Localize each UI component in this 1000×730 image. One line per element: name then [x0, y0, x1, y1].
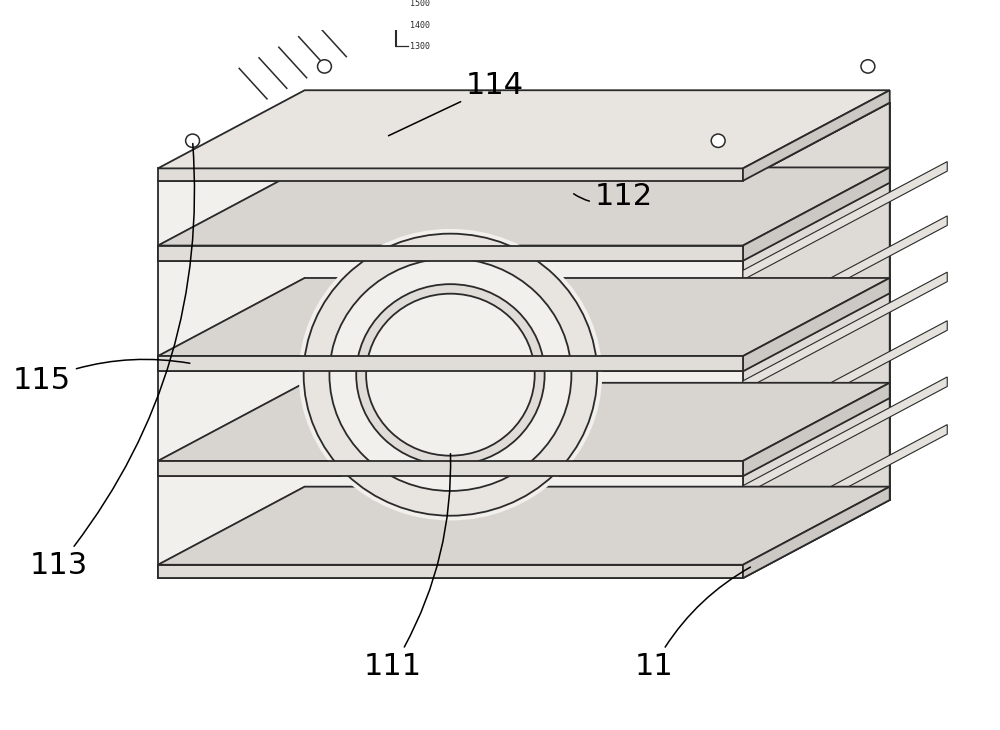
- Circle shape: [711, 134, 725, 147]
- Polygon shape: [743, 377, 947, 495]
- Polygon shape: [743, 161, 947, 280]
- Polygon shape: [158, 487, 890, 565]
- Polygon shape: [158, 565, 743, 578]
- Circle shape: [861, 60, 875, 73]
- Polygon shape: [158, 461, 743, 476]
- Text: 112: 112: [574, 182, 653, 212]
- Polygon shape: [158, 356, 743, 372]
- Polygon shape: [743, 91, 890, 181]
- Polygon shape: [158, 245, 743, 261]
- Text: 111: 111: [364, 454, 451, 681]
- Polygon shape: [743, 272, 947, 391]
- Text: 115: 115: [13, 359, 190, 396]
- Text: 1500: 1500: [410, 0, 430, 8]
- Text: 1400: 1400: [410, 21, 430, 30]
- Polygon shape: [743, 278, 890, 372]
- Polygon shape: [158, 461, 743, 476]
- Polygon shape: [158, 169, 743, 181]
- Circle shape: [356, 284, 545, 465]
- Polygon shape: [743, 320, 947, 439]
- Polygon shape: [158, 167, 890, 245]
- Polygon shape: [743, 425, 947, 543]
- Text: 1300: 1300: [410, 42, 430, 51]
- Text: 114: 114: [388, 71, 524, 136]
- Circle shape: [318, 60, 331, 73]
- Polygon shape: [158, 383, 890, 461]
- Polygon shape: [743, 216, 947, 334]
- Polygon shape: [743, 167, 890, 261]
- Polygon shape: [158, 245, 743, 261]
- Polygon shape: [158, 278, 890, 356]
- Polygon shape: [158, 103, 890, 181]
- Polygon shape: [743, 383, 890, 476]
- Polygon shape: [158, 91, 890, 169]
- Circle shape: [299, 229, 602, 520]
- Polygon shape: [158, 181, 743, 578]
- Polygon shape: [158, 356, 743, 372]
- Circle shape: [366, 293, 535, 456]
- Polygon shape: [743, 487, 890, 578]
- Text: 113: 113: [30, 144, 195, 580]
- Circle shape: [304, 234, 597, 515]
- Text: 11: 11: [634, 567, 750, 681]
- Circle shape: [186, 134, 200, 147]
- Circle shape: [329, 258, 571, 491]
- Polygon shape: [743, 103, 890, 578]
